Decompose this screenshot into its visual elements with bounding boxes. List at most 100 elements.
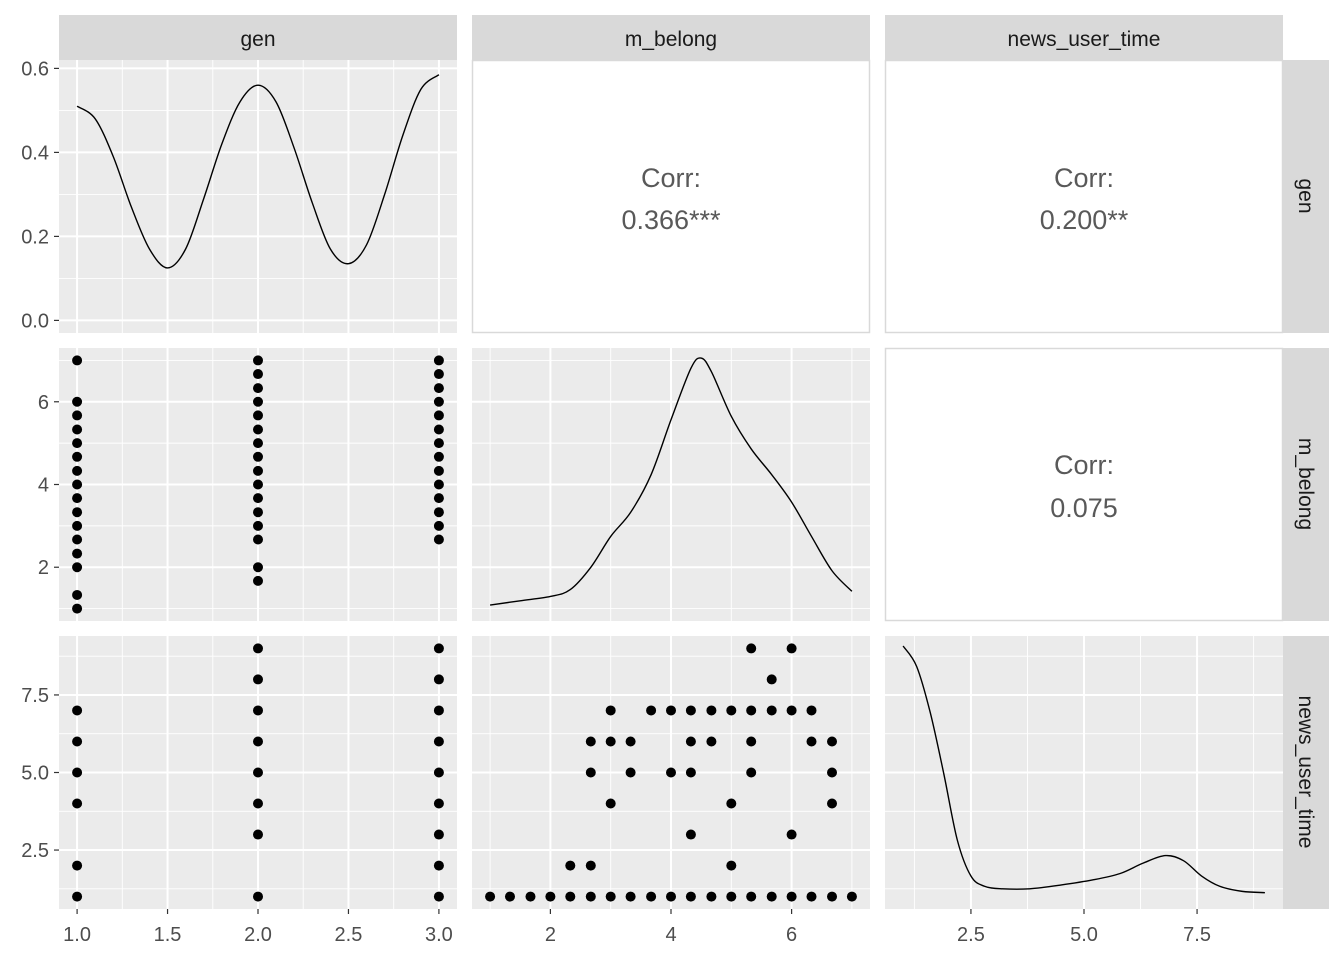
data-point xyxy=(786,705,797,716)
data-point xyxy=(253,479,263,490)
density-panel-news-user-time xyxy=(885,636,1283,909)
y-tick-label: 6 xyxy=(38,392,49,414)
data-point xyxy=(786,643,797,654)
density-panel-gen xyxy=(59,60,457,333)
data-point xyxy=(253,355,263,366)
data-point xyxy=(433,767,444,778)
data-point xyxy=(605,705,616,716)
data-point xyxy=(253,438,263,449)
x-tick-label: 2 xyxy=(545,924,556,946)
data-point xyxy=(846,891,857,902)
data-point xyxy=(766,674,777,685)
strip-col-m-belong xyxy=(472,15,870,60)
row-strips: gen m_belong news_user_time xyxy=(1283,60,1329,909)
data-point xyxy=(646,891,657,902)
data-point xyxy=(706,736,717,747)
y-tick-label: 2.5 xyxy=(21,840,49,862)
gridlines xyxy=(472,348,870,621)
data-point xyxy=(253,891,263,902)
data-point xyxy=(72,465,83,476)
data-point xyxy=(433,355,444,366)
data-point xyxy=(72,891,83,902)
data-point xyxy=(433,493,444,504)
data-point xyxy=(253,575,263,586)
data-point xyxy=(585,736,596,747)
strip-label-row-gen: gen xyxy=(1294,178,1317,213)
data-point xyxy=(625,767,636,778)
x-axis-gen: 1.0 1.5 2.0 2.5 3.0 xyxy=(63,909,453,946)
data-point xyxy=(746,891,757,902)
data-point xyxy=(433,369,444,380)
y-tick-label: 0.4 xyxy=(21,142,49,164)
x-tick-label: 4 xyxy=(665,924,676,946)
data-point xyxy=(605,798,616,809)
x-tick-label: 6 xyxy=(786,924,797,946)
data-point xyxy=(433,798,444,809)
data-point xyxy=(72,736,83,747)
corr-label: Corr: xyxy=(1054,163,1114,193)
data-point xyxy=(72,424,83,435)
data-point xyxy=(433,643,444,654)
data-point xyxy=(646,705,657,716)
data-point xyxy=(72,507,83,518)
data-point xyxy=(253,493,263,504)
data-point xyxy=(253,767,263,778)
density-curve-news-user-time xyxy=(902,645,1265,894)
x-tick-label: 5.0 xyxy=(1070,924,1098,946)
data-point xyxy=(786,891,797,902)
strip-label-col-gen: gen xyxy=(240,28,275,51)
data-point xyxy=(253,451,263,462)
data-point xyxy=(253,369,263,380)
x-tick-label: 2.5 xyxy=(957,924,985,946)
x-tick-label: 1.5 xyxy=(154,924,182,946)
density-curve-gen xyxy=(76,74,440,269)
data-point xyxy=(746,767,757,778)
data-point xyxy=(666,891,676,902)
data-point xyxy=(433,507,444,518)
strip-col-gen xyxy=(59,15,457,60)
data-point xyxy=(253,705,263,716)
data-point xyxy=(806,736,817,747)
x-tick-label: 3.0 xyxy=(425,924,453,946)
data-point xyxy=(72,438,83,449)
data-point xyxy=(685,705,696,716)
column-strips: gen m_belong news_user_time xyxy=(59,15,1283,60)
strip-col-news-user-time xyxy=(885,15,1283,60)
data-point xyxy=(706,705,717,716)
gridlines xyxy=(885,636,1283,909)
data-point xyxy=(685,736,696,747)
data-point xyxy=(72,534,83,545)
scatter-panel-m-belong-vs-news-user-time xyxy=(472,636,870,909)
data-point xyxy=(685,767,696,778)
data-point xyxy=(827,736,838,747)
plot-layer: 0.0 0.2 0.4 0.6 2 4 6 2.5 5.0 7.5 1.0 1.5 2.0 2.5 3.0 2… xyxy=(21,58,1283,946)
data-point xyxy=(766,891,777,902)
data-point xyxy=(433,736,444,747)
data-point xyxy=(746,705,757,716)
data-point xyxy=(806,891,817,902)
data-point xyxy=(433,438,444,449)
data-point xyxy=(72,767,83,778)
data-point xyxy=(706,891,717,902)
data-point xyxy=(253,643,263,654)
data-point xyxy=(72,479,83,490)
data-point xyxy=(72,562,83,573)
data-point xyxy=(433,520,444,531)
data-point xyxy=(253,410,263,421)
data-point xyxy=(545,891,556,902)
strip-label-col-m-belong: m_belong xyxy=(625,28,717,51)
data-point xyxy=(72,520,83,531)
data-point xyxy=(72,705,83,716)
density-panel-m-belong xyxy=(472,348,870,621)
data-point xyxy=(433,674,444,685)
data-point xyxy=(253,798,263,809)
data-point xyxy=(72,603,83,614)
data-point xyxy=(253,507,263,518)
data-point xyxy=(746,736,757,747)
corr-value: 0.200** xyxy=(1040,205,1129,235)
y-axis-row-3: 2.5 5.0 7.5 xyxy=(21,685,59,862)
x-axis-news-user-time: 2.5 5.0 7.5 xyxy=(957,909,1211,946)
data-point xyxy=(433,424,444,435)
data-point xyxy=(504,891,515,902)
data-point xyxy=(72,589,83,600)
